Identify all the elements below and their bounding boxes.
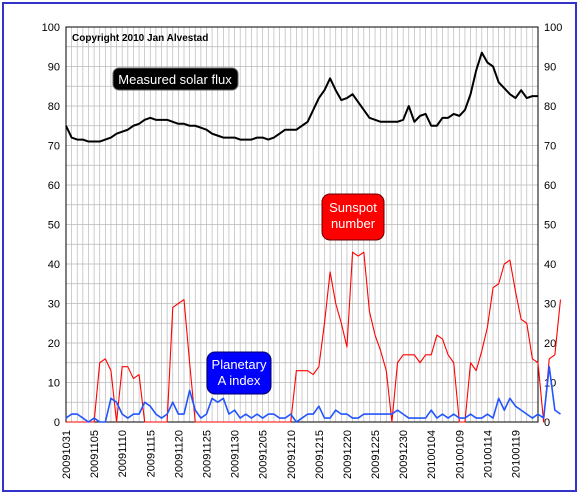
x-tick-label: 20091105 bbox=[89, 430, 101, 478]
y-tick-label-left: 20 bbox=[48, 338, 60, 350]
annotation-solar-flux: Measured solar flux bbox=[112, 67, 239, 91]
x-tick-label: 20091210 bbox=[286, 430, 298, 479]
copyright-text: Copyright 2010 Jan Alvestad bbox=[72, 33, 208, 44]
x-tick-label: 20091205 bbox=[258, 430, 270, 479]
x-tick-label: 20091120 bbox=[173, 430, 185, 478]
y-tick-label-left: 10 bbox=[48, 378, 60, 390]
annotation-sunspot-text: Sunspot number bbox=[329, 200, 377, 231]
y-axis-left: 0 10 20 30 40 50 60 70 80 90 100 bbox=[42, 22, 60, 429]
y-tick-label-right: 50 bbox=[544, 220, 556, 232]
x-tick-label: 20091110 bbox=[117, 430, 129, 477]
annotation-solar-flux-text: Measured solar flux bbox=[118, 72, 232, 87]
y-tick-label-left: 30 bbox=[48, 299, 60, 311]
grid bbox=[65, 26, 539, 423]
x-tick-label: 20100119 bbox=[511, 430, 523, 478]
y-tick-label-right: 40 bbox=[544, 259, 556, 271]
x-tick-label: 20091125 bbox=[201, 430, 213, 478]
x-axis: 20091031 20091105 20091110 20091115 20091120… bbox=[61, 430, 523, 479]
y-tick-label-right: 0 bbox=[544, 417, 550, 429]
y-tick-label-right: 80 bbox=[544, 101, 556, 113]
x-tick-label: 20091220 bbox=[342, 430, 354, 479]
x-tick-label: 20100114 bbox=[482, 430, 494, 478]
chart-frame bbox=[2, 2, 577, 492]
y-tick-label-right: 70 bbox=[544, 141, 556, 153]
x-tick-label: 20100104 bbox=[426, 430, 438, 479]
y-tick-label-left: 50 bbox=[48, 220, 60, 232]
x-tick-label: 20091215 bbox=[314, 430, 326, 479]
y-tick-label-left: 90 bbox=[48, 62, 60, 74]
y-tick-label-left: 60 bbox=[48, 180, 60, 192]
x-tick-label: 20091115 bbox=[145, 430, 157, 477]
y-tick-label-left: 80 bbox=[48, 101, 60, 113]
x-tick-label: 20091225 bbox=[370, 430, 382, 479]
y-tick-label-left: 100 bbox=[42, 22, 60, 34]
y-tick-label-left: 40 bbox=[48, 259, 60, 271]
y-tick-label-right: 60 bbox=[544, 180, 556, 192]
x-tick-label: 20091130 bbox=[230, 430, 242, 478]
x-tick-label: 20091230 bbox=[398, 430, 410, 479]
y-tick-label-left: 0 bbox=[54, 417, 60, 429]
y-tick-label-right: 20 bbox=[544, 338, 556, 350]
series-layer bbox=[65, 51, 562, 423]
series-line-0 bbox=[65, 51, 538, 143]
y-tick-label-right: 90 bbox=[544, 62, 556, 74]
plot-border bbox=[65, 26, 539, 423]
series-line-2 bbox=[65, 365, 561, 423]
y-tick-label-right: 30 bbox=[544, 299, 556, 311]
annotation-planetary-a: Planetary A index bbox=[206, 351, 272, 395]
x-tick-label: 20091031 bbox=[61, 430, 73, 479]
annotation-planetary-a-text: Planetary A index bbox=[212, 357, 267, 388]
x-tick-label: 20100109 bbox=[454, 430, 466, 479]
series-line-1 bbox=[66, 251, 562, 423]
y-tick-label-right: 100 bbox=[544, 22, 562, 34]
annotation-sunspot: Sunspot number bbox=[321, 193, 385, 241]
y-tick-label-left: 70 bbox=[48, 141, 60, 153]
